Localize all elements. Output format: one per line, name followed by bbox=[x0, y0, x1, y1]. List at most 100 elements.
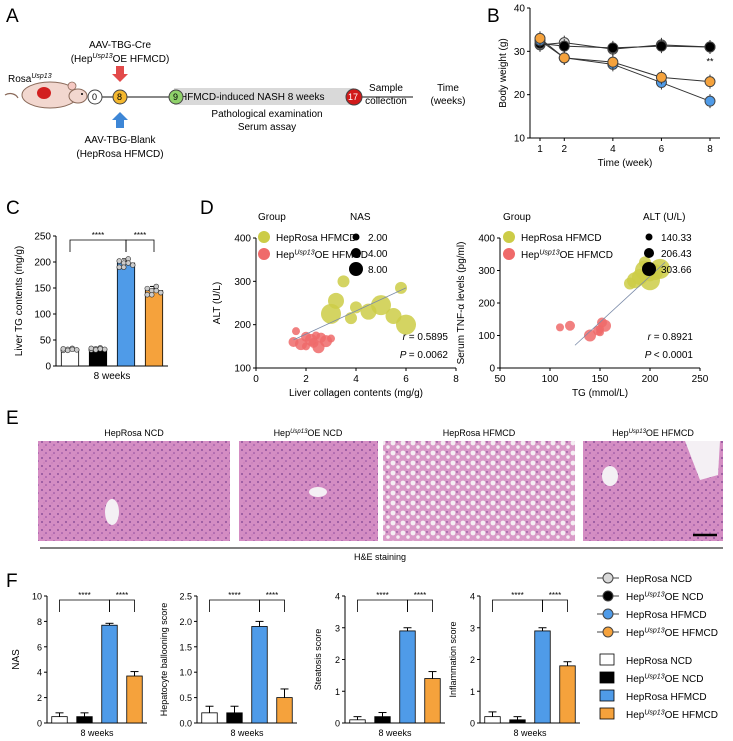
x-tick-label: 6 bbox=[659, 144, 665, 155]
data-point bbox=[102, 346, 108, 353]
sample-label: Sample bbox=[369, 83, 403, 94]
timepoint-9-label: 9 bbox=[173, 92, 178, 102]
legend-label: HepRosa HFMCD bbox=[626, 692, 707, 703]
bar bbox=[251, 626, 268, 724]
data-point bbox=[130, 262, 136, 268]
cre-label: AAV-TBG-Cre bbox=[89, 40, 151, 51]
chart-nas: 0 2 4 6 8 10 NAS 8 weeks **** **** bbox=[11, 591, 147, 738]
timepoint-9 bbox=[168, 89, 184, 105]
legend-label: HepRosa NCD bbox=[626, 574, 692, 585]
legend-marker bbox=[602, 608, 614, 620]
mouse-icon bbox=[4, 81, 88, 109]
legend-label: HepUsp13OE HFMCD bbox=[276, 250, 368, 262]
x-tick-label: 100 bbox=[542, 374, 559, 385]
significance-bracket bbox=[59, 599, 110, 612]
y-tick-label: 1 bbox=[335, 687, 340, 697]
legend-swatch bbox=[599, 689, 615, 702]
x-axis-label: 8 weeks bbox=[513, 728, 547, 738]
serum-label: Serum assay bbox=[238, 122, 296, 133]
r-value: r = 0.8921 bbox=[648, 332, 694, 343]
legend-label: HepUsp13OE NCD bbox=[626, 674, 704, 686]
size-legend-dot bbox=[642, 262, 656, 276]
legend-title: Group bbox=[258, 212, 286, 223]
y-tick-label: 50 bbox=[40, 336, 52, 347]
data-point bbox=[704, 95, 716, 107]
bar bbox=[101, 624, 118, 724]
x-tick-label: 4 bbox=[353, 374, 359, 385]
data-point-yellow bbox=[640, 270, 660, 291]
histology-image-1 bbox=[38, 441, 230, 541]
blank-group-label: (HepRosa HFMCD) bbox=[76, 149, 163, 160]
schematic-a: RosaUsp13 HFMCD-induced NASH 8 weeks 0 8… bbox=[4, 40, 466, 160]
y-tick-label: 3 bbox=[335, 623, 340, 633]
x-axis-label: 8 weeks bbox=[378, 728, 412, 738]
data-point bbox=[144, 292, 150, 298]
histology-vessel bbox=[105, 499, 119, 525]
blank-arrow-icon bbox=[112, 112, 128, 128]
bar bbox=[226, 712, 243, 724]
data-point-red bbox=[312, 341, 325, 354]
data-point-red bbox=[292, 327, 300, 336]
significance-bracket bbox=[492, 599, 543, 612]
y-tick-label: 100 bbox=[478, 331, 495, 342]
y-tick-label: 300 bbox=[478, 266, 495, 277]
data-point bbox=[116, 258, 122, 264]
data-point-yellow bbox=[627, 272, 643, 289]
timepoint-17-label: 17 bbox=[348, 92, 358, 102]
data-point bbox=[144, 285, 150, 292]
data-point bbox=[607, 56, 619, 68]
histology-label-1: HepRosa NCD bbox=[104, 428, 164, 438]
p-value: P < 0.0001 bbox=[645, 350, 694, 361]
y-tick-label: 1.5 bbox=[179, 642, 192, 652]
blank-label: AAV-TBG-Blank bbox=[85, 135, 157, 146]
y-tick-label: 30 bbox=[514, 47, 526, 58]
legend-groups: HepRosa NCD HepUsp13OE NCD HepRosa HFMCD He… bbox=[597, 572, 718, 722]
x-axis-label: Liver collagen contents (mg/g) bbox=[289, 388, 423, 399]
size-legend-title: ALT (U/L) bbox=[643, 212, 685, 223]
data-point bbox=[74, 347, 80, 353]
significance-label: **** bbox=[549, 591, 561, 600]
data-point bbox=[60, 346, 66, 352]
legend-label: HepUsp13OE HFMCD bbox=[626, 628, 718, 640]
y-axis-label: NAS bbox=[11, 649, 22, 670]
timepoint-0 bbox=[87, 89, 103, 105]
y-tick-label: 1 bbox=[470, 687, 475, 697]
histology-caption: H&E staining bbox=[354, 552, 406, 562]
data-point bbox=[607, 42, 619, 54]
histology-image-2 bbox=[239, 441, 378, 541]
bar bbox=[509, 719, 526, 724]
data-point bbox=[534, 32, 546, 44]
size-legend-title: NAS bbox=[350, 212, 371, 223]
data-point-yellow bbox=[321, 303, 341, 324]
data-point-red bbox=[288, 337, 299, 347]
histology-panel: HepRosa NCD HepUsp13OE NCD HepRosa HFMCD… bbox=[38, 428, 723, 562]
significance-bracket bbox=[542, 599, 568, 612]
significance-label: **** bbox=[376, 591, 388, 600]
y-axis-label: Liver TG contents (mg/g) bbox=[14, 246, 25, 356]
weeks-label: (weeks) bbox=[430, 96, 465, 107]
legend-marker bbox=[602, 626, 614, 638]
data-point-yellow bbox=[371, 295, 391, 316]
chart-liver-tg: 0 50 100 150 200 250 Liver TG contents (mg/g) 8… bbox=[14, 231, 168, 382]
bar bbox=[116, 262, 136, 367]
y-tick-label: 400 bbox=[478, 234, 495, 245]
legend-swatch bbox=[599, 671, 615, 684]
y-tick-label: 0 bbox=[45, 362, 51, 373]
y-tick-label: 2 bbox=[335, 655, 340, 665]
significance-bracket bbox=[357, 599, 408, 612]
bar bbox=[534, 630, 551, 724]
significance-label: **** bbox=[414, 591, 426, 600]
x-tick-label: 2 bbox=[562, 144, 568, 155]
collection-label: collection bbox=[365, 96, 407, 107]
data-point bbox=[93, 347, 99, 353]
y-axis-label: Body weight (g) bbox=[498, 38, 509, 107]
legend-label: HepUsp13OE HFMCD bbox=[626, 710, 718, 722]
size-legend-label: 140.33 bbox=[661, 233, 692, 244]
chart-body-weight: 10 20 30 40 Body weight (g) 1 2 4 6 8 Time (week) *… bbox=[498, 4, 720, 169]
legend-label: HepRosa HFMCD bbox=[276, 233, 357, 244]
data-point bbox=[704, 76, 716, 88]
y-tick-label: 4 bbox=[335, 592, 340, 602]
bar bbox=[374, 716, 391, 724]
nash-period-bar bbox=[174, 88, 354, 105]
x-tick-label: 8 bbox=[453, 374, 459, 385]
